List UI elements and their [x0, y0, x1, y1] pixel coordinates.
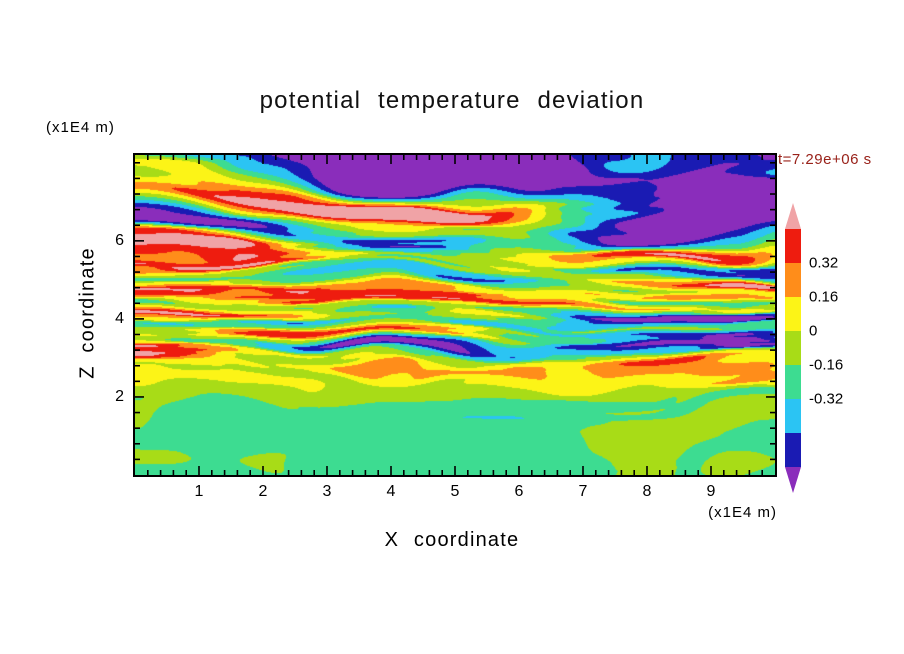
- colorbar-tick-label: 0.32: [809, 254, 839, 272]
- x-tick-label: 8: [642, 483, 652, 500]
- y-tick-label: 2: [115, 387, 124, 405]
- temperature-field-canvas: [135, 155, 775, 475]
- colorbar-segment: [785, 229, 801, 263]
- colorbar-tick-label: 0.16: [809, 288, 839, 306]
- colorbar-segment: [785, 297, 801, 331]
- plot-frame: [133, 153, 777, 477]
- y-axis-unit: (x1E4 m): [46, 119, 115, 136]
- x-tick-label: 6: [514, 483, 524, 500]
- colorbar-segment: [785, 433, 801, 467]
- colorbar-tick-label: 0: [809, 322, 818, 340]
- colorbar-tick-label: -0.16: [809, 356, 844, 374]
- x-axis-unit: (x1E4 m): [708, 504, 777, 521]
- x-tick-label: 2: [258, 483, 268, 500]
- colorbar-segment: [785, 263, 801, 297]
- x-tick-label: 7: [578, 483, 588, 500]
- colorbar-tick-label: -0.32: [809, 390, 844, 408]
- x-axis-title: X coordinate: [384, 529, 520, 551]
- colorbar-segment: [785, 331, 801, 365]
- time-annotation: t=7.29e+06 s: [778, 151, 872, 168]
- x-tick-label: 3: [322, 483, 332, 500]
- colorbar-segment: [785, 365, 801, 399]
- x-tick-label: 9: [706, 483, 716, 500]
- x-tick-label: 5: [450, 483, 460, 500]
- colorbar-arrow-down-icon: [785, 467, 801, 493]
- x-tick-label: 1: [194, 483, 204, 500]
- y-tick-label: 6: [115, 231, 124, 249]
- y-tick-label: 4: [115, 309, 124, 327]
- colorbar-arrow-up-icon: [785, 203, 801, 229]
- colorbar-segment: [785, 399, 801, 433]
- x-tick-label: 4: [386, 483, 396, 500]
- colorbar: 0.32 0.16 0 -0.16 -0.32: [785, 203, 843, 493]
- chart-title: potential temperature deviation: [259, 87, 645, 114]
